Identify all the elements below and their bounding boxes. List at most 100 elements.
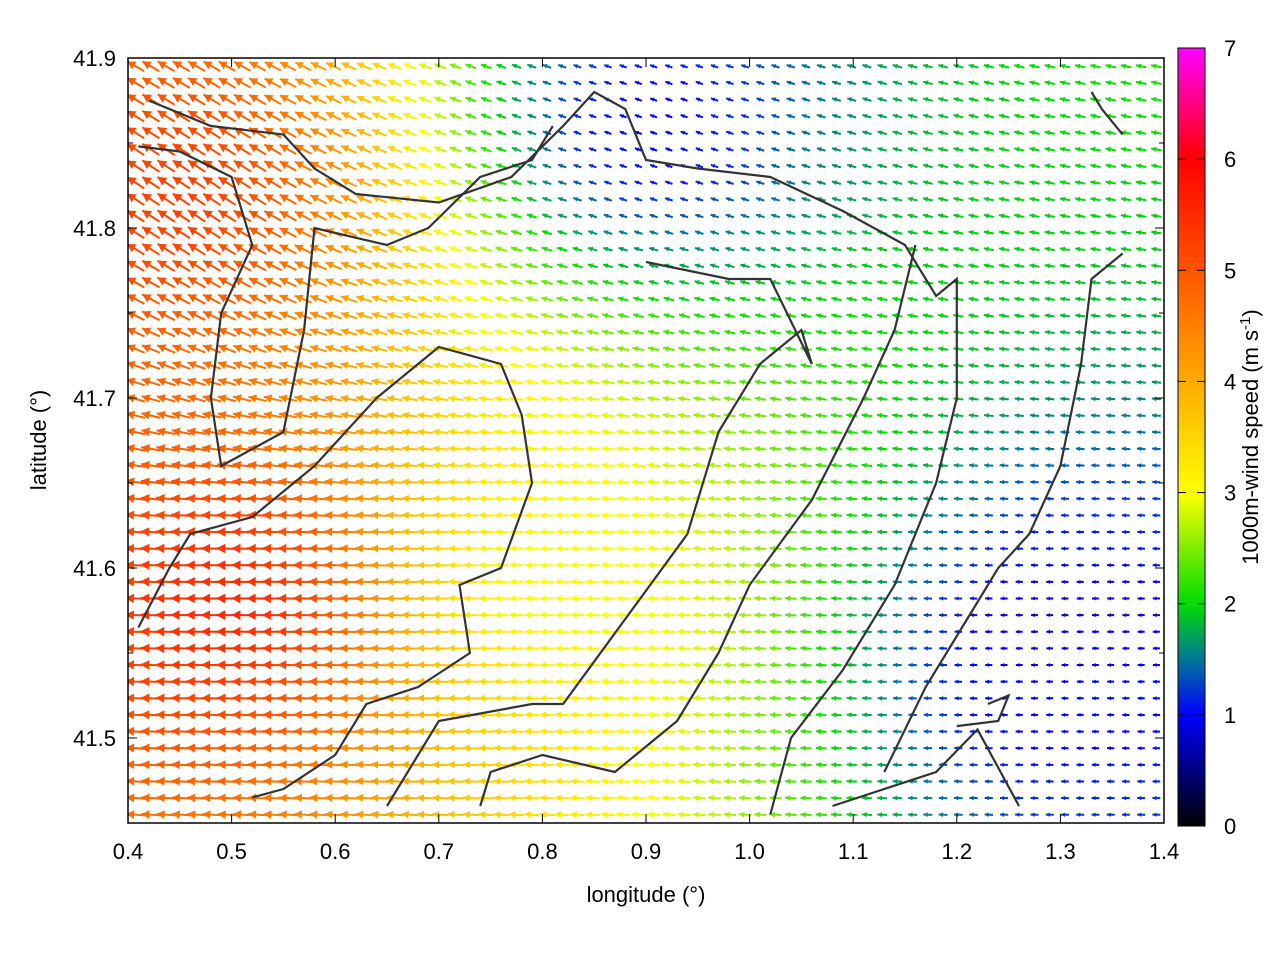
wind-arrow-head bbox=[555, 611, 562, 619]
wind-arrow-head bbox=[708, 678, 715, 685]
wind-arrow-head bbox=[355, 461, 364, 470]
wind-arrow-head bbox=[542, 229, 548, 236]
wind-arrow-head bbox=[463, 561, 471, 569]
wind-arrow-head bbox=[723, 761, 730, 768]
wind-arrow-head bbox=[1031, 712, 1035, 717]
wind-arrow-head bbox=[278, 710, 287, 720]
wind-arrow-head bbox=[938, 363, 944, 369]
wind-arrow-head bbox=[1091, 712, 1096, 717]
wind-arrow-head bbox=[708, 462, 715, 469]
wind-arrow-head bbox=[171, 493, 181, 504]
wind-arrow-head bbox=[1137, 546, 1142, 551]
wind-arrow-head bbox=[693, 395, 700, 402]
wind-arrow-head bbox=[432, 677, 440, 686]
wind-arrow-head bbox=[128, 377, 136, 387]
wind-arrow-head bbox=[202, 810, 211, 819]
wind-arrow-head bbox=[217, 377, 227, 387]
wind-arrow-head bbox=[784, 562, 791, 569]
wind-arrow-head bbox=[232, 460, 242, 470]
wind-arrow-head bbox=[616, 694, 623, 702]
wind-arrow-head bbox=[953, 412, 959, 419]
wind-arrow-head bbox=[355, 793, 364, 803]
wind-arrow-head bbox=[632, 379, 639, 386]
wind-arrow-head bbox=[999, 246, 1005, 252]
wind-arrow-head bbox=[954, 729, 959, 734]
wind-arrow-head bbox=[892, 446, 898, 452]
wind-arrow-head bbox=[524, 578, 531, 586]
wind-arrow-head bbox=[216, 660, 226, 670]
wind-arrow-head bbox=[1137, 479, 1142, 485]
wind-arrow-head bbox=[601, 478, 608, 486]
wind-arrow-head bbox=[495, 262, 502, 269]
wind-arrow-head bbox=[201, 460, 211, 470]
wind-arrow-head bbox=[339, 710, 348, 720]
wind-arrow-head bbox=[571, 329, 578, 336]
wind-arrow-head bbox=[278, 494, 287, 504]
wind-arrow-head bbox=[128, 610, 135, 620]
wind-arrow-head bbox=[815, 712, 822, 718]
wind-arrow-head bbox=[1044, 263, 1050, 269]
wind-arrow-head bbox=[495, 279, 502, 286]
wind-arrow-head bbox=[692, 545, 699, 552]
wind-arrow-head bbox=[724, 346, 730, 352]
wind-arrow-head bbox=[708, 761, 715, 768]
wind-arrow-head bbox=[892, 712, 898, 718]
wind-arrow-head bbox=[370, 494, 379, 503]
wind-arrow-head bbox=[525, 296, 532, 302]
wind-arrow-head bbox=[1014, 313, 1020, 319]
wind-arrow-head bbox=[524, 611, 531, 619]
wind-arrow-head bbox=[279, 377, 288, 387]
wind-arrow-head bbox=[555, 644, 562, 652]
wind-arrow-head bbox=[679, 230, 685, 235]
wind-arrow-head bbox=[877, 729, 883, 734]
wind-arrow-head bbox=[585, 728, 593, 735]
wind-arrow-head bbox=[1121, 429, 1127, 435]
wind-arrow-head bbox=[246, 560, 256, 570]
wind-arrow-head bbox=[187, 410, 197, 420]
wind-arrow-head bbox=[708, 595, 715, 602]
wind-arrow-head bbox=[831, 778, 837, 785]
wind-arrow-head bbox=[294, 394, 303, 403]
wind-arrow-head bbox=[1091, 579, 1096, 584]
wind-arrow-head bbox=[247, 543, 256, 554]
wind-arrow-head bbox=[830, 479, 837, 485]
wind-arrow-head bbox=[371, 261, 380, 270]
wind-arrow-head bbox=[662, 412, 669, 419]
wind-arrow-head bbox=[969, 629, 974, 634]
wind-arrow-head bbox=[861, 562, 867, 568]
wind-arrow-head bbox=[570, 462, 577, 469]
wind-arrow-head bbox=[723, 429, 730, 436]
wind-arrow-head bbox=[1000, 613, 1005, 618]
wind-arrow-head bbox=[263, 444, 272, 453]
wind-arrow-head bbox=[815, 512, 822, 519]
wind-arrow-head bbox=[677, 478, 684, 486]
wind-arrow-head bbox=[907, 296, 913, 302]
wind-arrow-head bbox=[539, 744, 547, 752]
wind-arrow-head bbox=[1152, 696, 1157, 701]
wind-arrow-head bbox=[1015, 479, 1020, 485]
wind-arrow-head bbox=[386, 328, 395, 336]
wind-arrow-head bbox=[724, 279, 731, 285]
wind-arrow-head bbox=[248, 261, 259, 270]
wind-arrow-head bbox=[401, 511, 410, 520]
wind-arrow-head bbox=[463, 677, 470, 686]
wind-arrow-head bbox=[447, 644, 455, 652]
wind-arrow-head bbox=[1152, 496, 1157, 501]
wind-arrow-head bbox=[646, 661, 654, 669]
wind-arrow-head bbox=[923, 729, 928, 734]
wind-arrow-head bbox=[340, 344, 349, 353]
wind-arrow-head bbox=[923, 596, 928, 601]
wind-arrow-head bbox=[585, 495, 593, 503]
wind-arrow-head bbox=[355, 544, 364, 553]
wind-arrow-head bbox=[525, 329, 532, 336]
wind-arrow-head bbox=[325, 244, 335, 253]
wind-arrow-head bbox=[646, 528, 654, 536]
wind-arrow-head bbox=[187, 311, 198, 320]
wind-arrow-head bbox=[1090, 396, 1096, 402]
wind-arrow-head bbox=[555, 578, 562, 586]
wind-arrow-head bbox=[494, 461, 501, 469]
wind-arrow-head bbox=[892, 729, 898, 734]
wind-arrow-head bbox=[846, 462, 852, 469]
wind-arrow-head bbox=[201, 477, 211, 487]
wind-arrow-head bbox=[708, 695, 715, 702]
